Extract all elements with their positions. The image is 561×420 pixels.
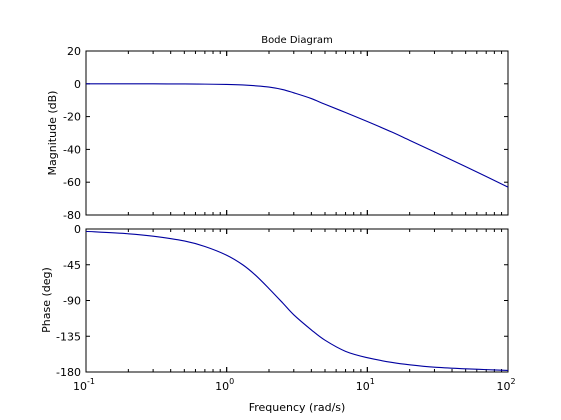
phase-xlabel: Frequency (rad/s) xyxy=(249,401,346,414)
magnitude-ylabel: Magnitude (dB) xyxy=(46,91,59,176)
magnitude-series-line xyxy=(85,83,509,188)
xtick-base: 10 xyxy=(73,380,87,393)
phase-x-tick-labels: 10-1 100 101 102 xyxy=(73,377,516,393)
phase-ytick-label: -45 xyxy=(63,259,81,272)
magnitude-ytick-label: -60 xyxy=(63,176,81,189)
magnitude-lines xyxy=(85,83,509,188)
chart-title: Bode Diagram xyxy=(261,35,333,46)
phase-x-ticks xyxy=(85,229,509,372)
xtick-exponent: 0 xyxy=(229,377,234,386)
xtick-base: 10 xyxy=(496,380,510,393)
phase-axes-box xyxy=(85,228,509,373)
magnitude-axes-box xyxy=(85,50,509,216)
phase-xtick-label: 102 xyxy=(496,377,515,393)
phase-ylabel: Phase (deg) xyxy=(40,267,53,333)
phase-ytick-label: -90 xyxy=(63,295,81,308)
magnitude-ytick-label: 20 xyxy=(67,45,81,58)
magnitude-y-ticks: 20 0 -20 -40 -60 -80 xyxy=(63,45,508,222)
magnitude-ytick-label: -20 xyxy=(63,111,81,124)
magnitude-ytick-label: 0 xyxy=(74,78,81,91)
phase-ytick-label: -180 xyxy=(56,366,81,379)
phase-y-ticks: 0 -45 -90 -135 -180 xyxy=(56,223,508,379)
magnitude-x-ticks xyxy=(85,51,509,215)
xtick-exponent: -1 xyxy=(87,377,95,386)
xtick-exponent: 2 xyxy=(510,377,515,386)
phase-ytick-label: 0 xyxy=(74,223,81,236)
phase-series-line xyxy=(85,230,509,371)
magnitude-panel: Bode Diagram Magnitude (dB) 20 0 -20 -40 -60… xyxy=(46,35,509,222)
xtick-exponent: 1 xyxy=(370,377,375,386)
phase-xtick-label: 101 xyxy=(356,377,375,393)
phase-ytick-label: -135 xyxy=(56,330,81,343)
magnitude-ytick-label: -40 xyxy=(63,143,81,156)
xtick-base: 10 xyxy=(356,380,370,393)
phase-lines xyxy=(85,230,509,371)
phase-xtick-label: 100 xyxy=(215,377,234,393)
phase-panel: Phase (deg) Frequency (rad/s) 0 -45 -90 -13… xyxy=(40,223,516,414)
magnitude-ytick-label: -80 xyxy=(63,209,81,222)
xtick-base: 10 xyxy=(215,380,229,393)
phase-xtick-label: 10-1 xyxy=(73,377,95,393)
